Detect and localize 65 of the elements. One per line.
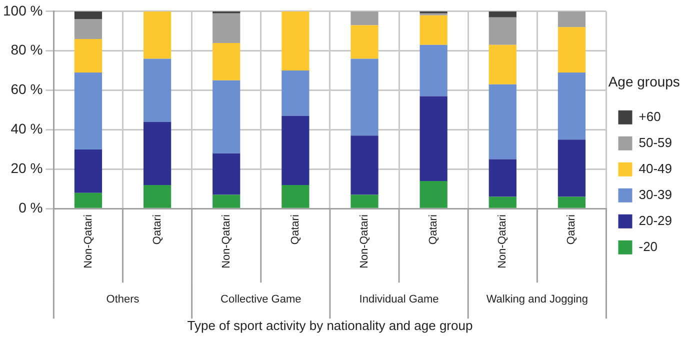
- bar: [212, 13, 240, 43]
- bar: [350, 11, 378, 26]
- bar: [74, 72, 102, 150]
- x-tick-label: Non-Qatari: [496, 214, 509, 268]
- bar: [350, 25, 378, 59]
- y-tick-label: 60 %: [10, 81, 43, 98]
- bar: [74, 11, 102, 20]
- bar: [282, 184, 310, 208]
- legend-label: 40-49: [638, 160, 672, 176]
- bar: [143, 122, 172, 185]
- text: Walking and Jogging: [486, 294, 588, 306]
- y-tick-label: 40 %: [10, 120, 43, 137]
- y-tick-label: 80 %: [10, 42, 43, 58]
- bar: [212, 194, 240, 208]
- x-tick-label: Qatari: [566, 214, 578, 245]
- y-tick-label: 100 %: [2, 2, 43, 18]
- x-tick-label: Non-Qatari: [358, 214, 371, 268]
- bar: [143, 11, 172, 59]
- bar: [420, 44, 448, 96]
- bar: [558, 72, 586, 140]
- bar: [488, 84, 516, 160]
- bar: [488, 196, 516, 208]
- legend-label: -20: [638, 238, 658, 254]
- bar: [488, 159, 516, 197]
- bar: [74, 19, 102, 40]
- x-tick-label: Non-Qatari: [220, 214, 232, 268]
- x-axis-title: Type of sport activity by nationality and age group: [187, 318, 473, 333]
- bar: [488, 17, 516, 45]
- bar: [74, 149, 102, 193]
- x-tick-label: Qatari: [289, 214, 302, 245]
- legend-label: +60: [638, 108, 661, 124]
- legend-label: 30-39: [638, 186, 672, 202]
- bar: [420, 96, 448, 181]
- bar: [143, 184, 172, 208]
- bar: [212, 153, 240, 195]
- bar: [74, 192, 102, 208]
- bar: [558, 11, 586, 28]
- bar: [488, 11, 516, 18]
- text: Individual Game: [359, 294, 439, 306]
- y-tick-label: 0 %: [18, 199, 43, 216]
- bar: [558, 196, 586, 208]
- bar: [558, 27, 586, 73]
- bar: [350, 58, 378, 136]
- legend-title: Age groups: [608, 73, 680, 90]
- bar: [420, 15, 448, 45]
- y-tick-label: 20 %: [10, 160, 43, 176]
- bar: [212, 42, 240, 80]
- bar: [282, 116, 310, 185]
- x-tick-label: Qatari: [428, 214, 440, 245]
- x-tick-label: Non-Qatari: [82, 214, 94, 268]
- bar: [282, 70, 310, 116]
- legend-label: 20-29: [638, 212, 672, 228]
- bar: [488, 44, 516, 84]
- text: Others: [106, 294, 140, 306]
- bar: [282, 11, 310, 71]
- bar: [143, 58, 172, 122]
- bar: [558, 140, 586, 197]
- bar: [350, 136, 378, 195]
- text: Collective Game: [220, 294, 302, 306]
- bar: [212, 80, 240, 154]
- bar: [420, 180, 448, 208]
- bar: [74, 39, 102, 73]
- legend-label: 50-59: [638, 134, 672, 150]
- bar: [350, 194, 378, 208]
- x-tick-label: Qatari: [151, 214, 164, 245]
